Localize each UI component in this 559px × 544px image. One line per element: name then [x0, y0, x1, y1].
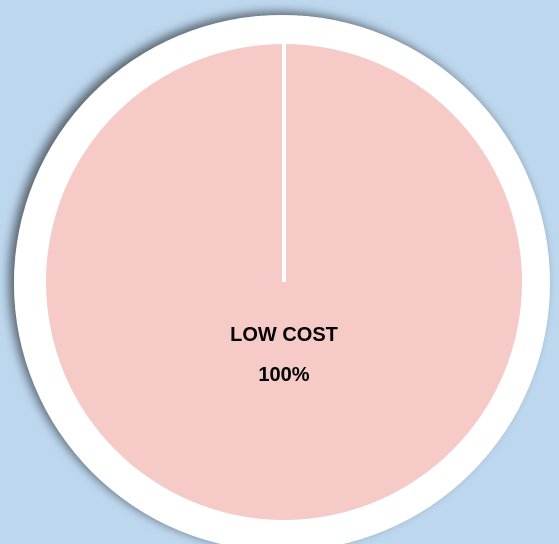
slice-value-label: 100%: [258, 364, 309, 386]
slice-label: LOW COST: [230, 324, 338, 346]
